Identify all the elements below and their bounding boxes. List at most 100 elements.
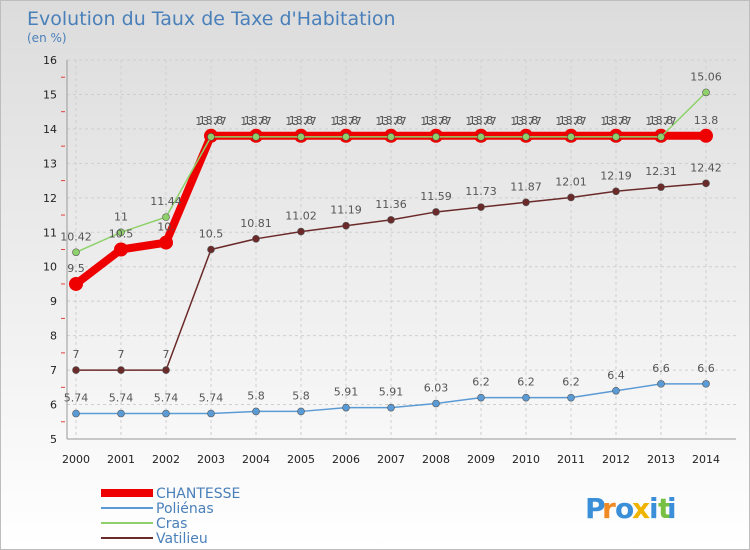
x-tick-label: 2003: [197, 453, 225, 466]
vatilieu-point: [162, 366, 170, 374]
chantesse-point: [69, 276, 83, 291]
polienas-point: [612, 386, 620, 395]
vatilieu-data-label: 11.02: [285, 210, 317, 223]
vatilieu-point: [522, 198, 530, 207]
cras-data-label: 13.77: [510, 115, 542, 128]
vatilieu-point: [207, 245, 215, 254]
cras-point: [162, 213, 170, 221]
chantesse-data-label: 13.8: [199, 114, 224, 127]
polienas-point: [477, 393, 485, 402]
y-tick-label: 15: [43, 88, 57, 101]
cras-data-label: 13.77: [285, 115, 317, 128]
cras-point: [117, 228, 125, 237]
polienas-data-label: 6.03: [424, 382, 449, 395]
chantesse-data-label: 10.5: [109, 228, 134, 241]
series: [69, 88, 713, 418]
y-tick-label: 14: [43, 123, 57, 136]
cras-data-label: 13.77: [555, 115, 587, 128]
chantesse-data-label: 10.: [157, 221, 175, 234]
polienas-point: [117, 409, 125, 418]
polienas-point: [432, 399, 440, 408]
x-tick-label: 2004: [242, 453, 270, 466]
x-tick-label: 2010: [512, 453, 540, 466]
cras-data-label: 13.77: [465, 115, 497, 128]
cras-point: [432, 133, 440, 141]
cras-data-label: 13.77: [330, 115, 362, 128]
chantesse-data-label: 9.5: [67, 262, 85, 275]
polienas-point: [522, 393, 530, 402]
vatilieu-data-label: 11.19: [330, 204, 362, 217]
legend-label-vatilieu: Vatilieu: [156, 531, 208, 547]
vatilieu-data-label: 11.87: [510, 180, 542, 193]
vatilieu-data-label: 10.5: [199, 228, 224, 241]
chantesse-data-label: 13.8: [424, 114, 449, 127]
polienas-data-label: 5.74: [154, 392, 179, 405]
vatilieu-data-label: 11.36: [375, 198, 407, 211]
x-tick-label: 2001: [107, 453, 135, 466]
polienas-point: [252, 407, 260, 416]
chantesse-data-label: 13.8: [514, 114, 539, 127]
polienas-data-label: 6.6: [697, 362, 715, 375]
polienas-data-label: 5.91: [334, 386, 359, 399]
cras-point: [612, 133, 620, 141]
cras-data-label: 11: [114, 210, 128, 223]
vatilieu-point: [387, 216, 395, 224]
vatilieu-point: [342, 221, 350, 230]
vatilieu-point: [432, 208, 440, 216]
x-tick-label: 2011: [557, 453, 585, 466]
cras-data-label: 13.77: [645, 115, 677, 128]
x-tick-label: 2013: [647, 453, 675, 466]
polienas-data-label: 5.8: [247, 389, 265, 402]
logo-letter: P: [585, 492, 606, 525]
x-tick-label: 2014: [692, 453, 720, 466]
legend-label-chantesse: CHANTESSE: [156, 486, 240, 502]
vatilieu-data-label: 7: [73, 348, 80, 361]
polienas-data-label: 6.6: [652, 362, 670, 375]
chantesse-data-label: 13.8: [244, 114, 269, 127]
cras-point: [657, 133, 665, 141]
polienas-data-label: 6.2: [517, 376, 535, 389]
vatilieu-data-label: 7: [163, 348, 170, 361]
cras-point: [207, 133, 215, 141]
cras-point: [72, 248, 80, 257]
vatilieu-point: [72, 366, 80, 374]
cras-point: [567, 133, 575, 141]
vatilieu-data-label: 7: [118, 348, 125, 361]
logo-letter: i: [667, 492, 677, 525]
cras-point: [702, 88, 710, 97]
polienas-data-label: 6.2: [472, 376, 490, 389]
polienas-data-label: 6.4: [607, 369, 625, 382]
x-tick-label: 2009: [467, 453, 495, 466]
vatilieu-point: [117, 366, 125, 374]
polienas-point: [702, 380, 710, 388]
cras-data-label: 13.77: [240, 115, 272, 128]
y-tick-label: 8: [50, 330, 57, 343]
cras-data-label: 13.77: [600, 115, 632, 128]
cras-point: [252, 133, 260, 141]
vatilieu-point: [702, 179, 710, 188]
axes: 5 6 7 8 9 10 11 12 13 14 15 16 2000 2001 2002 2003 2004 2…: [43, 54, 736, 466]
y-tick-label: 12: [43, 192, 57, 205]
polienas-point: [342, 403, 350, 412]
chantesse-point: [159, 235, 173, 250]
y-tick-label: 16: [43, 54, 57, 67]
data-labels: 7 7 7 10.5 10.81 11.02 11.19 11.36 11.59 11.73 11.…: [60, 70, 722, 404]
y-tick-label: 11: [43, 226, 57, 239]
chantesse-point: [114, 242, 128, 257]
polienas-data-label: 5.74: [199, 392, 224, 405]
vatilieu-data-label: 11.59: [420, 190, 452, 203]
logo-letter: i: [649, 492, 659, 525]
chantesse-data-label: 13.8: [649, 114, 674, 127]
polienas-data-label: 5.91: [379, 386, 404, 399]
polienas-data-label: 6.2: [562, 376, 580, 389]
chantesse-data-label: 13.8: [604, 114, 629, 127]
x-tick-label: 2000: [62, 453, 90, 466]
chantesse-data-label: 13.8: [469, 114, 494, 127]
x-tick-label: 2002: [152, 453, 180, 466]
chantesse-data-label: 13.8: [694, 114, 719, 127]
polienas-data-label: 5.8: [292, 389, 310, 402]
chantesse-data-label: 13.8: [334, 114, 359, 127]
chantesse-data-label: 13.8: [379, 114, 404, 127]
vatilieu-data-label: 10.81: [240, 217, 272, 230]
